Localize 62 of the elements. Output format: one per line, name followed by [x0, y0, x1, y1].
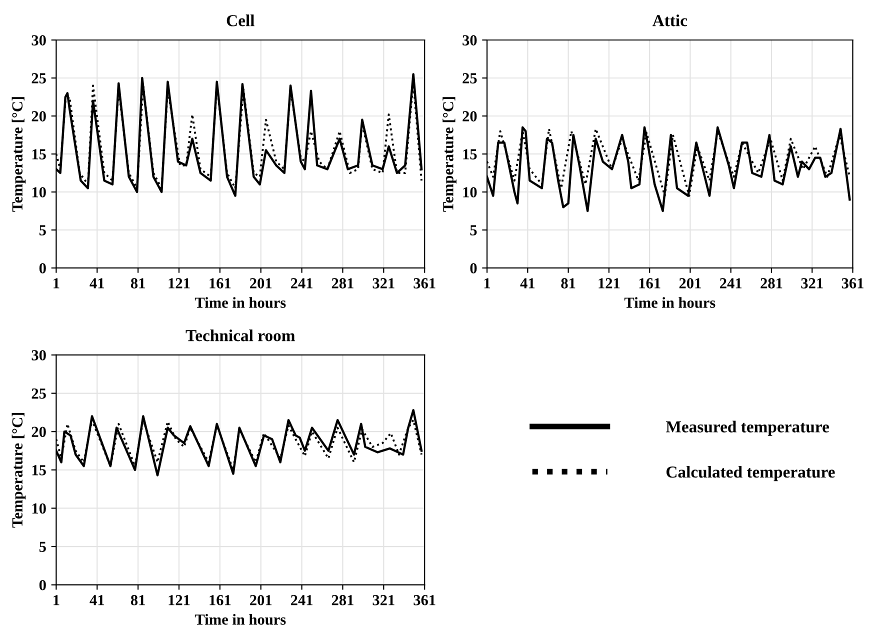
x-tick-label: 281 [332, 278, 354, 288]
x-tick-label: 361 [414, 278, 436, 288]
y-tick-label: 30 [32, 35, 46, 46]
y-axis-title: Temperature [°C] [442, 97, 456, 212]
x-tick-label: 281 [332, 595, 354, 606]
x-tick-label: 41 [90, 595, 104, 606]
y-tick-label: 10 [32, 187, 46, 198]
y-tick-label: 30 [32, 350, 46, 360]
y-tick-label: 30 [462, 35, 477, 46]
x-tick-label: 321 [372, 595, 394, 606]
x-tick-label: 321 [372, 278, 394, 288]
x-tick-label: 1 [54, 595, 60, 606]
x-tick-label: 121 [168, 278, 190, 288]
x-tick-label: 1 [54, 278, 60, 288]
y-tick-label: 10 [32, 503, 46, 514]
x-tick-label: 281 [760, 278, 782, 288]
y-axis-title: Temperature [°C] [12, 413, 26, 528]
x-tick-label: 161 [639, 278, 660, 288]
x-tick-label: 161 [210, 595, 231, 606]
x-axis-title: Time in hours [624, 297, 716, 308]
x-tick-label: 121 [168, 595, 190, 606]
x-axis-title: Time in hours [194, 614, 286, 625]
x-tick-label: 201 [250, 278, 272, 288]
chart-title: Technical room [186, 330, 295, 342]
x-tick-label: 121 [598, 278, 620, 288]
y-tick-label: 10 [463, 187, 477, 198]
x-tick-label: 241 [290, 595, 312, 606]
chart-title: Cell [226, 14, 254, 26]
x-tick-label: 241 [290, 278, 312, 288]
x-tick-label: 41 [90, 278, 104, 288]
x-axis-title: Time in hours [194, 297, 286, 308]
x-tick-label: 81 [561, 278, 576, 288]
y-tick-label: 0 [39, 580, 46, 590]
y-tick-label: 15 [32, 149, 46, 160]
x-tick-label: 161 [210, 278, 231, 288]
chart-title: Attic [652, 14, 688, 26]
y-tick-label: 5 [39, 225, 46, 236]
x-tick-label: 321 [801, 278, 823, 288]
y-tick-label: 5 [39, 542, 46, 552]
y-tick-label: 15 [463, 149, 477, 160]
x-tick-label: 81 [130, 595, 145, 606]
y-tick-label: 15 [32, 465, 46, 476]
y-tick-label: 20 [32, 111, 46, 122]
y-tick-label: 25 [32, 73, 46, 84]
x-tick-label: 81 [130, 278, 145, 288]
y-tick-label: 0 [39, 263, 46, 274]
text: Calculated temperature [666, 466, 835, 482]
y-tick-label: 20 [462, 111, 477, 122]
x-tick-label: 201 [679, 278, 701, 288]
x-tick-label: 361 [842, 278, 864, 288]
y-tick-label: 0 [470, 263, 477, 274]
y-tick-label: 25 [32, 388, 46, 399]
x-tick-label: 361 [414, 595, 436, 606]
y-tick-label: 25 [462, 73, 477, 84]
y-axis-title: Temperature [°C] [12, 97, 26, 212]
text: Measured temperature [666, 420, 829, 436]
y-tick-label: 20 [32, 426, 46, 438]
x-tick-label: 241 [720, 278, 742, 288]
x-tick-label: 1 [484, 278, 490, 288]
x-tick-label: 201 [250, 595, 272, 606]
y-tick-label: 5 [470, 225, 477, 236]
x-tick-label: 41 [520, 278, 535, 288]
